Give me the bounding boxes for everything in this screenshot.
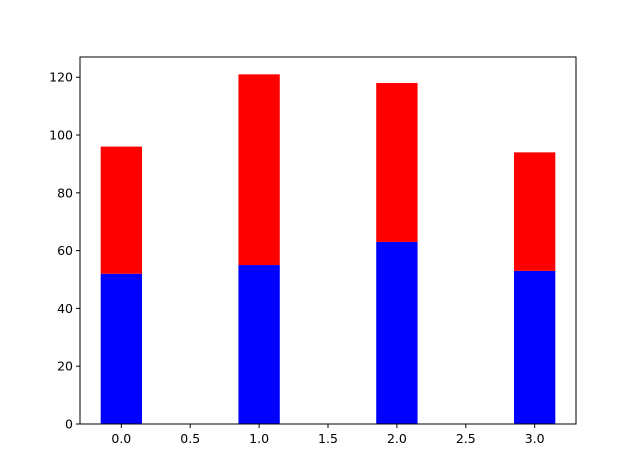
x-tick-label: 2.0 <box>387 431 407 446</box>
bar-series-1-x-2 <box>376 83 418 242</box>
bar-series-0-x-2 <box>376 241 418 424</box>
bar-series-1-x-0 <box>100 146 142 274</box>
bar-series-1-x-1 <box>238 74 280 266</box>
x-tick-label: 1.0 <box>249 431 269 446</box>
y-tick-label: 100 <box>49 128 73 143</box>
y-tick-label: 120 <box>49 70 73 85</box>
plot-frame <box>79 56 577 425</box>
x-tick-label: 1.5 <box>318 431 338 446</box>
bar-series-0-x-1 <box>238 265 280 424</box>
y-axis: 0 20 40 60 80 100 120 <box>49 70 80 432</box>
y-tick-label: 60 <box>57 243 73 258</box>
bar-series-0-x-3 <box>514 270 556 424</box>
x-tick-label: 3.0 <box>525 431 545 446</box>
x-tick-label: 2.5 <box>456 431 476 446</box>
y-tick-label: 40 <box>57 301 73 316</box>
y-tick-label: 20 <box>57 359 73 374</box>
x-tick-label: 0.5 <box>180 431 200 446</box>
bar-series-0-x-0 <box>100 273 142 424</box>
bar-series-1-x-3 <box>514 152 556 271</box>
y-tick-label: 80 <box>57 185 73 200</box>
x-tick-label: 0.0 <box>111 431 131 446</box>
bars-group <box>100 74 556 424</box>
y-tick-label: 0 <box>65 417 73 432</box>
x-axis: 0.0 0.5 1.0 1.5 2.0 2.5 3.0 <box>111 424 545 446</box>
